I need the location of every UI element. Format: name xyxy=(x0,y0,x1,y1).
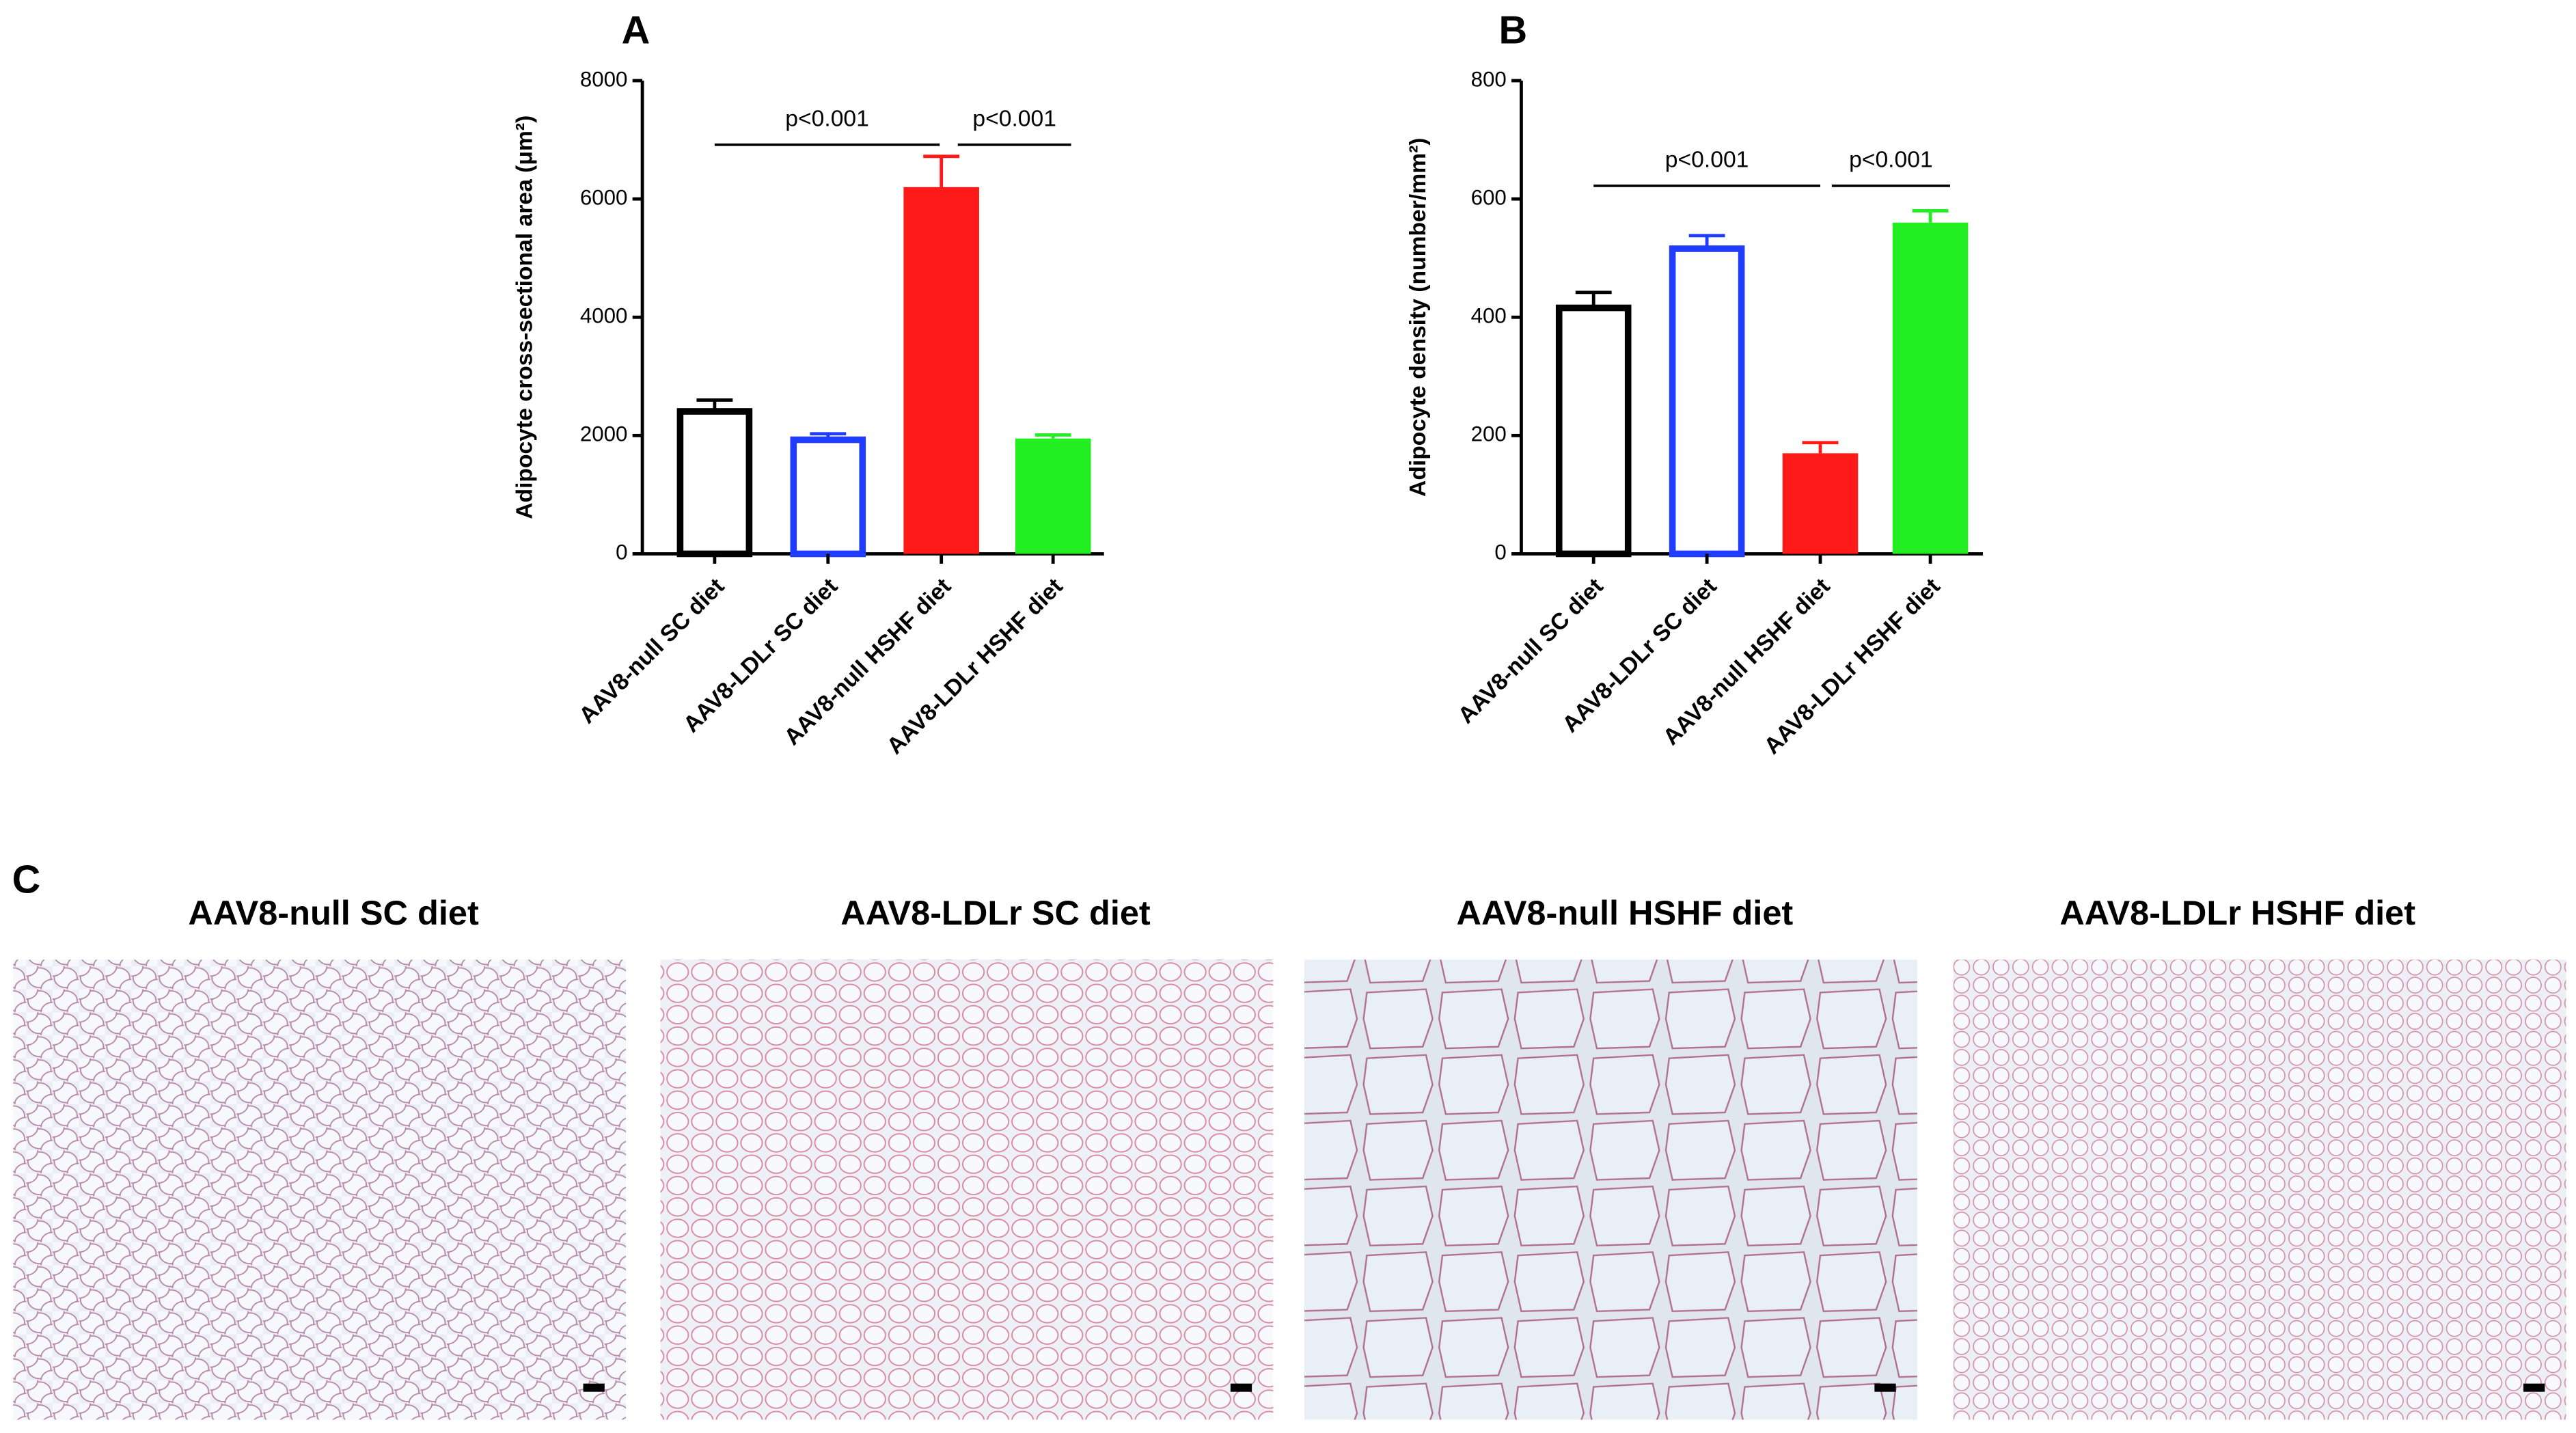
y-axis-label: Adipocyte cross-sectional area (μm²) xyxy=(512,115,537,519)
scale-bar xyxy=(1874,1383,1896,1392)
panel-label: B xyxy=(1499,9,1528,53)
bar xyxy=(1015,438,1091,554)
significance-label: p<0.001 xyxy=(1665,148,1749,173)
image-title: AAV8-LDLr SC diet xyxy=(840,893,1151,932)
x-tick-label: AAV8-LDLr HSHF diet xyxy=(1759,574,1945,760)
significance-label: p<0.001 xyxy=(785,107,869,132)
panel-label: A xyxy=(622,9,650,53)
micrograph xyxy=(13,959,627,1420)
y-tick-label: 200 xyxy=(1471,422,1507,446)
bar xyxy=(1669,245,1745,558)
y-axis-label: Adipocyte density (number/mm²) xyxy=(1406,138,1431,497)
y-tick-label: 0 xyxy=(1494,541,1506,564)
bar xyxy=(676,408,753,558)
image-title: AAV8-LDLr HSHF diet xyxy=(2059,893,2415,932)
bar xyxy=(1782,453,1859,554)
y-tick-label: 800 xyxy=(1471,67,1507,91)
y-tick-label: 6000 xyxy=(580,185,628,209)
scale-bar xyxy=(583,1383,605,1392)
image-title: AAV8-null HSHF diet xyxy=(1457,893,1794,932)
image-title: AAV8-null SC diet xyxy=(188,893,479,932)
bar xyxy=(903,187,979,554)
micrograph xyxy=(1304,959,1917,1420)
scale-bar xyxy=(2523,1383,2545,1392)
y-tick-label: 2000 xyxy=(580,422,628,446)
micrograph xyxy=(660,959,1274,1420)
y-tick-label: 0 xyxy=(616,541,627,564)
bar xyxy=(790,436,866,558)
y-tick-label: 600 xyxy=(1471,185,1507,209)
y-tick-label: 400 xyxy=(1471,303,1507,327)
y-tick-label: 8000 xyxy=(580,67,628,91)
significance-label: p<0.001 xyxy=(1849,148,1933,173)
significance-label: p<0.001 xyxy=(972,107,1056,132)
bar xyxy=(1555,304,1632,558)
y-tick-label: 4000 xyxy=(580,303,628,327)
panel-label: C xyxy=(12,858,41,902)
bar xyxy=(1892,222,1969,554)
scale-bar xyxy=(1230,1383,1252,1392)
micrograph xyxy=(1953,959,2566,1420)
